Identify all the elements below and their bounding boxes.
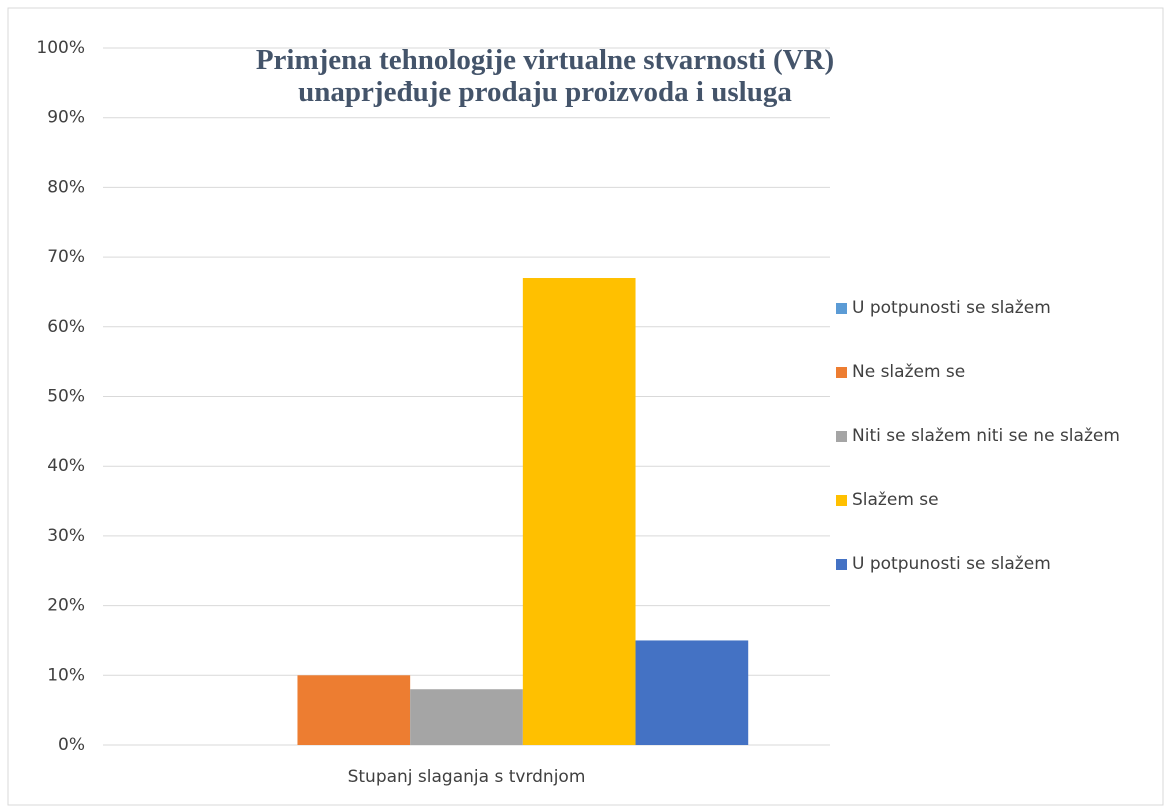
x-tick-label: Stupanj slaganja s tvrdnjom [348,767,586,787]
bar [297,675,411,745]
bar [635,640,749,745]
legend-label: Slažem se [852,490,939,510]
legend-label: U potpunosti se slažem [852,554,1051,574]
y-tick-label: 30% [47,526,85,546]
legend-swatch [836,431,847,442]
bar [410,689,523,745]
y-tick-label: 100% [36,38,85,58]
legend-label: U potpunosti se slažem [852,298,1051,318]
y-tick-label: 80% [47,177,85,197]
legend-label: Niti se slažem niti se ne slažem [852,426,1120,446]
legend-swatch [836,367,847,378]
y-tick-label: 0% [58,735,85,755]
y-tick-label: 60% [47,317,85,337]
legend-swatch [836,495,847,506]
chart-title: Primjena tehnologije virtualne stvarnost… [255,44,835,108]
y-tick-label: 70% [47,247,85,267]
y-tick-label: 50% [47,387,85,407]
y-tick-label: 40% [47,456,85,476]
y-tick-label: 10% [47,665,85,685]
y-tick-label: 20% [47,596,85,616]
legend-label: Ne slažem se [852,362,965,382]
legend-swatch [836,559,847,570]
legend-swatch [836,303,847,314]
y-tick-label: 90% [47,108,85,128]
bar [522,278,636,745]
